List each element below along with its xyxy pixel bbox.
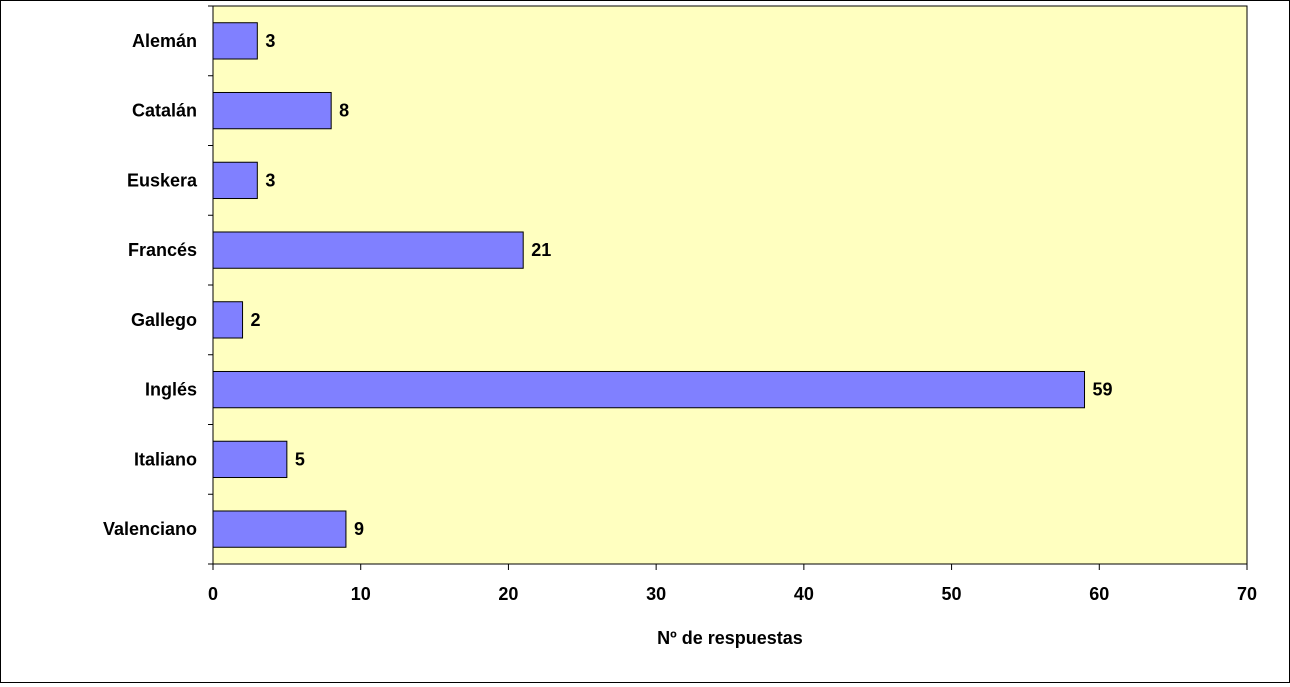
bar bbox=[212, 91, 332, 130]
data-label: 21 bbox=[531, 240, 551, 260]
category-label: Catalán bbox=[132, 101, 197, 121]
bar bbox=[212, 161, 258, 200]
bars bbox=[212, 22, 1086, 548]
x-axis-title: Nº de respuestas bbox=[657, 628, 803, 648]
bar bbox=[212, 22, 258, 60]
x-axis-ticks: 0 10 20 30 40 50 60 70 bbox=[208, 564, 1257, 604]
bar bbox=[212, 301, 244, 339]
data-label: 3 bbox=[265, 31, 275, 51]
category-label: Euskera bbox=[127, 170, 198, 190]
plot-area bbox=[212, 5, 1248, 565]
data-label: 2 bbox=[251, 310, 261, 330]
category-label: Italiano bbox=[134, 449, 197, 469]
x-tick-label: 50 bbox=[942, 584, 962, 604]
category-label: Francés bbox=[128, 240, 197, 260]
x-tick-label: 20 bbox=[498, 584, 518, 604]
bar bbox=[212, 370, 1086, 409]
x-tick-label: 40 bbox=[794, 584, 814, 604]
data-label: 5 bbox=[295, 449, 305, 469]
data-label: 3 bbox=[265, 170, 275, 190]
bar bbox=[212, 231, 524, 269]
data-label: 59 bbox=[1093, 380, 1113, 400]
data-label: 8 bbox=[339, 101, 349, 121]
bar bbox=[212, 440, 288, 479]
x-tick-label: 0 bbox=[208, 584, 218, 604]
x-tick-label: 60 bbox=[1089, 584, 1109, 604]
y-axis-ticks bbox=[208, 5, 213, 565]
category-labels: Alemán Catalán Euskera Francés Gallego Inglés… bbox=[103, 31, 198, 539]
x-tick-label: 30 bbox=[646, 584, 666, 604]
category-label: Inglés bbox=[145, 380, 197, 400]
category-label: Valenciano bbox=[103, 519, 197, 539]
data-label: 9 bbox=[354, 519, 364, 539]
category-label: Alemán bbox=[132, 31, 197, 51]
x-tick-label: 10 bbox=[351, 584, 371, 604]
x-tick-label: 70 bbox=[1237, 584, 1257, 604]
bar bbox=[212, 510, 347, 548]
category-label: Gallego bbox=[131, 310, 197, 330]
